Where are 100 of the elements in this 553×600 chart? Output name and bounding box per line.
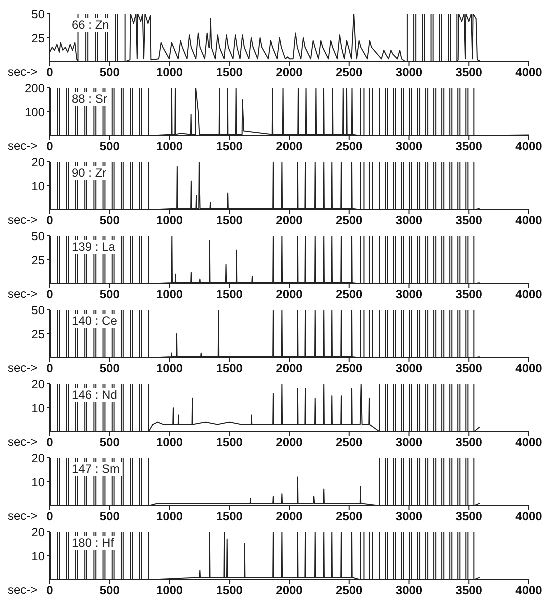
y-tick-label: 10: [32, 549, 46, 564]
x-tick-label: 0: [46, 510, 54, 524]
y-tick-label: 10: [32, 475, 46, 490]
y-tick-label: 10: [32, 401, 46, 416]
x-tick-label: 3500: [456, 288, 483, 302]
x-tick-label: 500: [100, 362, 120, 376]
x-tick-label: 0: [46, 66, 54, 80]
x-tick-label: 2000: [276, 214, 304, 228]
x-axis-title: sec->: [8, 287, 38, 302]
x-tick-label: 3500: [456, 510, 483, 524]
series-label: 90 : Zr: [70, 166, 109, 180]
x-tick-label: 3500: [456, 66, 483, 80]
x-axis-title: sec->: [8, 65, 38, 80]
x-tick-label: 4000: [516, 214, 543, 228]
x-tick-label: 2000: [276, 510, 304, 524]
x-tick-label: 500: [100, 214, 120, 228]
x-tick-label: 4000: [516, 66, 543, 80]
x-tick-label: 2000: [276, 584, 304, 598]
x-tick-label: 0: [46, 362, 54, 376]
x-tick-label: 3000: [396, 288, 423, 302]
x-axis-title: sec->: [8, 139, 38, 154]
x-tick-label: 3500: [456, 140, 483, 154]
y-tick-label: 20: [32, 451, 46, 466]
x-tick-label: 1500: [216, 214, 244, 228]
x-axis-title: sec->: [8, 509, 38, 524]
x-tick-label: 2500: [336, 510, 364, 524]
x-tick-label: 1000: [156, 288, 184, 302]
series-label: 66 : Zn: [70, 18, 112, 32]
y-tick-label: 100: [24, 105, 46, 120]
x-tick-label: 1500: [216, 66, 244, 80]
x-tick-label: 1000: [156, 66, 184, 80]
x-tick-label: 1000: [156, 214, 184, 228]
y-tick-label: 25: [32, 327, 46, 342]
x-tick-label: 1000: [156, 584, 184, 598]
x-tick-label: 4000: [516, 436, 543, 450]
x-tick-label: 3000: [396, 140, 423, 154]
y-tick-label: 50: [32, 229, 46, 244]
x-tick-label: 1500: [216, 436, 244, 450]
x-tick-label: 500: [100, 436, 120, 450]
y-tick-label: 50: [32, 7, 46, 22]
x-tick-label: 2500: [336, 362, 364, 376]
x-tick-label: 2500: [336, 584, 364, 598]
x-tick-label: 3000: [396, 66, 423, 80]
y-tick-label: 25: [32, 31, 46, 46]
x-tick-label: 4000: [516, 510, 543, 524]
x-tick-label: 500: [100, 66, 120, 80]
x-tick-label: 0: [46, 436, 54, 450]
x-tick-label: 1000: [156, 436, 184, 450]
x-tick-label: 3500: [456, 436, 483, 450]
x-tick-label: 0: [46, 140, 54, 154]
x-tick-label: 1000: [156, 362, 184, 376]
y-tick-label: 200: [24, 81, 46, 96]
x-tick-label: 500: [100, 288, 120, 302]
x-tick-label: 500: [100, 510, 120, 524]
x-tick-label: 2000: [276, 140, 304, 154]
x-tick-label: 4000: [516, 584, 543, 598]
x-tick-label: 2500: [336, 140, 364, 154]
x-tick-label: 2500: [336, 66, 364, 80]
y-tick-label: 20: [32, 377, 46, 392]
x-axis-title: sec->: [8, 361, 38, 376]
x-tick-label: 3000: [396, 214, 423, 228]
y-tick-label: 20: [32, 155, 46, 170]
x-tick-label: 3500: [456, 214, 483, 228]
x-axis-title: sec->: [8, 583, 38, 598]
x-tick-label: 1500: [216, 362, 244, 376]
x-tick-label: 0: [46, 288, 54, 302]
x-tick-label: 1500: [216, 510, 244, 524]
x-tick-label: 2000: [276, 66, 304, 80]
x-tick-label: 3000: [396, 510, 423, 524]
x-tick-label: 4000: [516, 140, 543, 154]
x-tick-label: 1000: [156, 140, 184, 154]
x-tick-label: 2000: [276, 436, 304, 450]
x-tick-label: 2500: [336, 288, 364, 302]
series-label: 147 : Sm: [70, 462, 122, 476]
x-tick-label: 2000: [276, 288, 304, 302]
x-tick-label: 0: [46, 214, 54, 228]
x-tick-label: 500: [100, 140, 120, 154]
x-tick-label: 2000: [276, 362, 304, 376]
x-tick-label: 3500: [456, 584, 483, 598]
x-axis-title: sec->: [8, 213, 38, 228]
y-tick-label: 20: [32, 525, 46, 540]
series-label: 139 : La: [70, 240, 118, 254]
x-tick-label: 4000: [516, 362, 543, 376]
series-label: 88 : Sr: [70, 92, 110, 106]
x-tick-label: 2500: [336, 436, 364, 450]
y-tick-label: 50: [32, 303, 46, 318]
x-tick-label: 3500: [456, 362, 483, 376]
x-tick-label: 4000: [516, 288, 543, 302]
series-label: 180 : Hf: [70, 536, 116, 550]
y-tick-label: 10: [32, 179, 46, 194]
x-tick-label: 3000: [396, 436, 423, 450]
series-label: 140 : Ce: [70, 314, 120, 328]
x-tick-label: 3000: [396, 362, 423, 376]
x-tick-label: 1500: [216, 140, 244, 154]
x-tick-label: 2500: [336, 214, 364, 228]
x-tick-label: 3000: [396, 584, 423, 598]
x-axis-title: sec->: [8, 435, 38, 450]
x-tick-label: 1000: [156, 510, 184, 524]
y-tick-label: 25: [32, 253, 46, 268]
x-tick-label: 1500: [216, 584, 244, 598]
